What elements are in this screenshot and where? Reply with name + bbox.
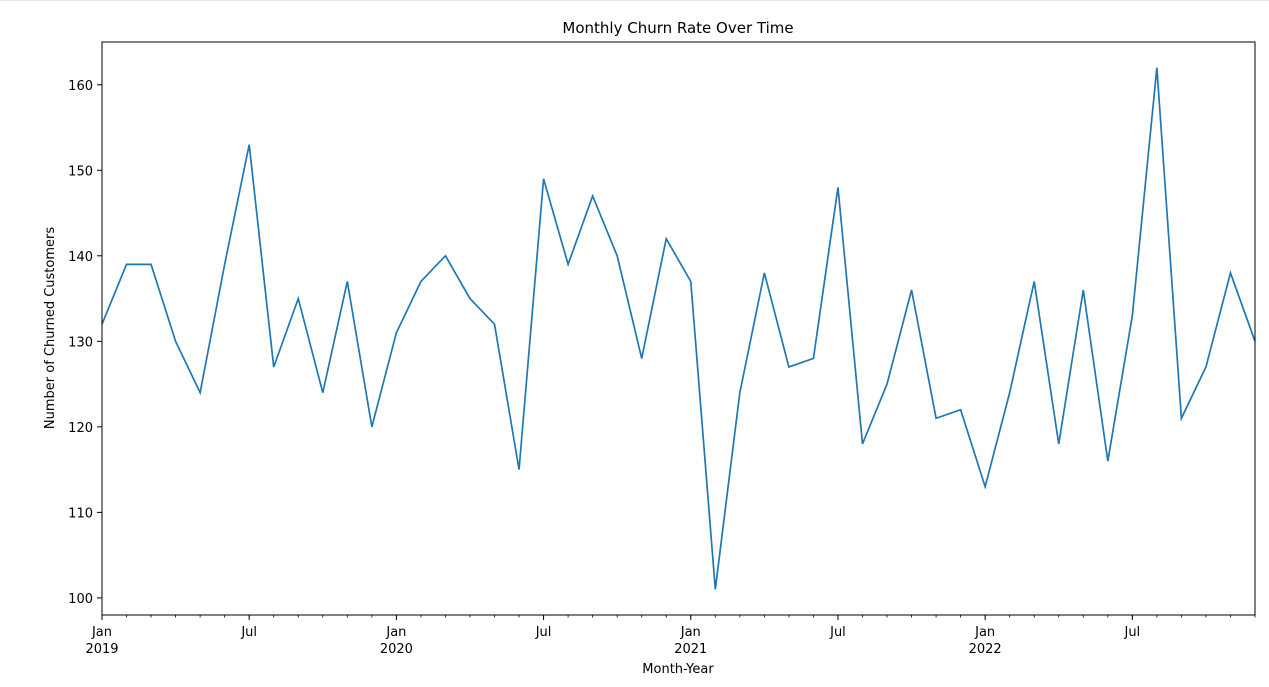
x-tick-label: Jul (829, 625, 846, 640)
y-axis-label: Number of Churned Customers (43, 227, 58, 429)
x-tick-label: Jul (535, 625, 552, 640)
x-axis-ticks: Jan 2019 Jul Jan 2020 Jul Jan 2021 Jul Jan 2022 Jul (85, 615, 1256, 657)
x-tick-label: Jul (240, 625, 257, 640)
y-tick-label: 140 (68, 250, 93, 265)
y-tick-label: 100 (68, 592, 93, 607)
y-tick-label: 130 (68, 335, 93, 350)
plot-frame (101, 41, 1256, 616)
x-tick-year-label: 2021 (674, 642, 707, 657)
y-tick-label: 160 (68, 79, 93, 94)
x-tick-year-label: 2022 (969, 642, 1002, 657)
x-axis-label: Month-Year (642, 662, 714, 677)
x-tick-year-label: 2020 (380, 642, 413, 657)
y-axis-ticks: 100 110 120 130 140 150 160 (68, 79, 102, 607)
y-tick-label: 110 (68, 506, 93, 521)
chart-title: Monthly Churn Rate Over Time (562, 19, 793, 37)
x-tick-year-label: 2019 (85, 642, 118, 657)
y-tick-label: 150 (68, 164, 93, 179)
series-line (101, 67, 1256, 590)
x-tick-label: Jul (1123, 625, 1140, 640)
y-tick-label: 120 (68, 421, 93, 436)
x-tick-label: Jan (91, 625, 112, 640)
x-tick-label: Jan (680, 625, 701, 640)
x-tick-label: Jan (974, 625, 995, 640)
x-tick-label: Jan (385, 625, 406, 640)
top-divider (0, 0, 1269, 1)
